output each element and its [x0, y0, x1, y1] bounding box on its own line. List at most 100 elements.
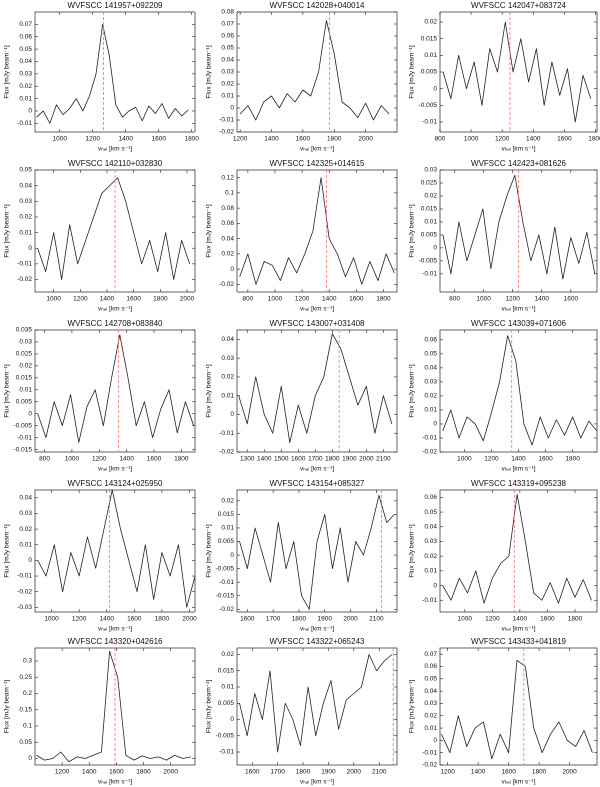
y-tick-label: 0.01: [19, 95, 32, 102]
y-tick-label: -0.01: [422, 271, 437, 278]
spectrum-line: [36, 23, 189, 124]
y-tick-label: 0.08: [221, 205, 234, 212]
panel-title: WVFSCC 142047+083724: [471, 1, 567, 10]
x-tick-label: 1400: [99, 616, 114, 623]
y-tick-label: 0.04: [221, 57, 234, 64]
x-tick-label: 1600: [564, 296, 579, 303]
x-tick-label: 1000: [458, 616, 473, 623]
y-tick-label: 0: [28, 108, 32, 115]
y-tick-label: 0.2: [23, 690, 32, 697]
y-tick-label: 0.02: [19, 363, 32, 370]
y-tick-label: -0.02: [219, 281, 234, 288]
y-tick-label: 0.06: [424, 337, 437, 344]
x-tick-label: 1600: [540, 616, 555, 623]
x-tick-label: 1600: [245, 769, 260, 776]
y-tick-label: 0.25: [19, 674, 32, 681]
y-tick-label: 0.05: [19, 739, 32, 746]
x-tick-label: 1200: [295, 296, 310, 303]
panel-title: WVFSCC 143007+031408: [270, 319, 366, 328]
y-tick-label: -0.02: [422, 762, 437, 769]
y-axis-label: Flux [mJy beam⁻¹]: [409, 364, 416, 417]
x-tick-label: 1000: [476, 296, 491, 303]
y-tick-label: 0.01: [19, 387, 32, 394]
x-axis-label: vₕₑₗ [km s⁻¹]: [300, 626, 334, 633]
y-tick-label: 0: [230, 105, 234, 112]
x-tick-label: 1400: [118, 136, 133, 143]
x-tick-label: 1600: [501, 769, 516, 776]
plot-frame: [34, 489, 196, 613]
x-tick-label: 1600: [557, 136, 572, 143]
y-tick-label: -0.02: [219, 449, 234, 456]
plot-frame: [439, 329, 598, 453]
y-tick-label: 0.05: [221, 45, 234, 52]
x-tick-label: 1200: [85, 136, 100, 143]
spectrum-line: [37, 177, 191, 280]
x-tick-label: 1200: [505, 296, 520, 303]
x-tick-label: 2000: [343, 616, 358, 623]
x-tick-label: 1600: [109, 769, 124, 776]
spectrum-line: [37, 489, 196, 608]
x-axis-label: vₕₑₗ [km s⁻¹]: [98, 626, 132, 633]
x-axis-label: vₕₑₗ [km s⁻¹]: [300, 306, 334, 313]
plot-frame: [236, 11, 398, 133]
y-tick-label: 0.01: [221, 525, 234, 532]
x-tick-label: 1200: [484, 456, 499, 463]
y-tick-label: 0.03: [221, 355, 234, 362]
y-tick-label: -0.01: [422, 597, 437, 604]
y-tick-label: 0.01: [424, 219, 437, 226]
x-tick-label: 1800: [136, 769, 151, 776]
y-tick-label: 0.15: [19, 706, 32, 713]
x-tick-label: 1000: [53, 136, 68, 143]
x-tick-label: 1400: [100, 296, 115, 303]
y-tick-label: 0.04: [424, 365, 437, 372]
panel-title: WVFSCC 142708+083840: [68, 319, 164, 328]
panel: WVFSCC 141957+092209 vₕₑₗ [km s⁻¹] Flux [m…: [4, 1, 200, 153]
x-tick-label: 1000: [464, 136, 479, 143]
spectrum-line: [442, 494, 592, 604]
y-tick-label: 0: [28, 755, 32, 762]
x-tick-label: 1000: [44, 616, 59, 623]
panel-title: WVFSCC 143322+065243: [270, 637, 366, 646]
y-tick-label: 0: [433, 245, 437, 252]
x-tick-label: 2100: [372, 769, 387, 776]
x-axis-label: vₕₑₗ [km s⁻¹]: [300, 146, 334, 153]
y-tick-label: -0.03: [17, 604, 32, 611]
panel: WVFSCC 142110+032830 vₕₑₗ [km s⁻¹] Flux [m…: [4, 159, 196, 313]
x-tick-label: 1600: [538, 456, 553, 463]
x-tick-label: 1900: [321, 769, 336, 776]
x-tick-label: 1400: [471, 769, 486, 776]
y-axis-label: Flux [mJy beam⁻¹]: [4, 680, 11, 733]
panel-title: WVFSCC 142325+014615: [270, 159, 366, 168]
y-tick-label: 0.02: [19, 526, 32, 533]
y-tick-label: -0.02: [17, 276, 32, 283]
x-tick-label: 1200: [92, 456, 107, 463]
y-tick-label: 0.005: [218, 538, 235, 545]
y-tick-label: 0.02: [221, 374, 234, 381]
x-tick-label: 1900: [342, 456, 357, 463]
y-tick-label: -0.01: [17, 434, 32, 441]
x-tick-label: 1600: [296, 136, 311, 143]
x-tick-label: 1400: [257, 456, 272, 463]
x-axis-label: vₕₑₗ [km s⁻¹]: [300, 779, 334, 786]
spectrum-line: [238, 333, 393, 444]
x-tick-label: 2100: [369, 616, 384, 623]
spectrum-line: [239, 654, 393, 753]
y-tick-label: -0.005: [419, 258, 438, 265]
y-tick-label: -0.01: [219, 117, 234, 124]
x-tick-label: 2000: [180, 296, 195, 303]
x-axis-label: vₕₑₗ [km s⁻¹]: [300, 466, 334, 473]
y-tick-label: 0.12: [221, 174, 234, 181]
y-tick-label: 0.015: [218, 511, 235, 518]
y-tick-label: 0.03: [19, 339, 32, 346]
y-tick-label: 0: [28, 245, 32, 252]
y-tick-label: 0.01: [424, 568, 437, 575]
y-tick-label: 0.02: [221, 651, 234, 658]
plot-frame: [34, 11, 196, 133]
x-axis-label: vₕₑₗ [km s⁻¹]: [98, 779, 132, 786]
x-tick-label: 2000: [358, 136, 373, 143]
x-tick-label: 1800: [588, 136, 600, 143]
y-tick-label: 0.06: [19, 33, 32, 40]
spectrum-line: [239, 20, 390, 121]
x-tick-label: 1600: [126, 296, 141, 303]
y-tick-label: 0.01: [19, 229, 32, 236]
